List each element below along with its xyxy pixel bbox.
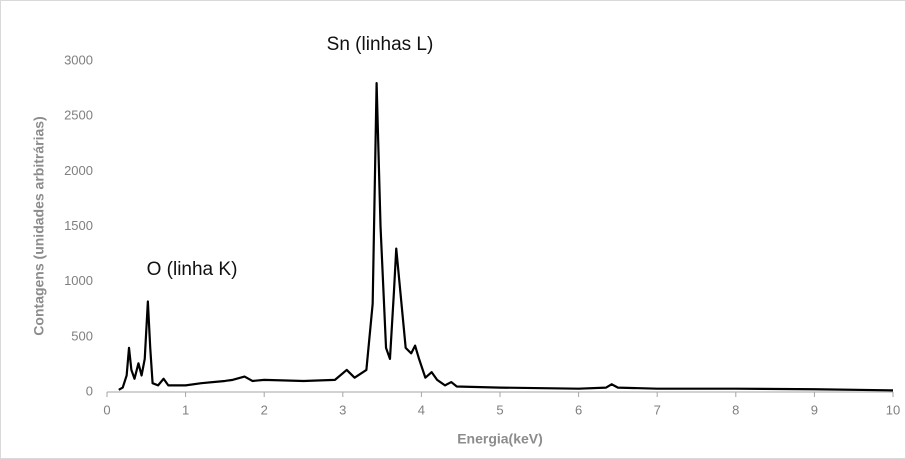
y-tick-label: 2500 [64,108,93,123]
x-tick-label: 10 [886,402,900,417]
y-tick-label: 3000 [64,52,93,67]
x-tick-label: 6 [575,402,582,417]
y-axis-title: Contagens (unidades arbitrárias) [31,116,47,335]
y-tick-label: 1000 [64,273,93,288]
x-tick-label: 4 [418,402,425,417]
x-tick-label: 9 [811,402,818,417]
x-tick-label: 7 [654,402,661,417]
spectrum-line [118,81,894,392]
y-tick-label: 1500 [64,218,93,233]
annotation: Sn (linhas L) [327,34,434,55]
x-tick-label: 3 [339,402,346,417]
x-tick-label: 5 [496,402,503,417]
x-axis-title: Energia(keV) [457,431,543,447]
x-tick-label: 2 [261,402,268,417]
annotation: O (linha K) [147,259,238,280]
x-tick-label: 8 [732,402,739,417]
y-tick-label: 2000 [64,163,93,178]
x-tick-label: 1 [182,402,189,417]
y-tick-label: 0 [86,383,93,398]
x-tick-label: 0 [103,402,110,417]
y-tick-label: 500 [71,328,93,343]
